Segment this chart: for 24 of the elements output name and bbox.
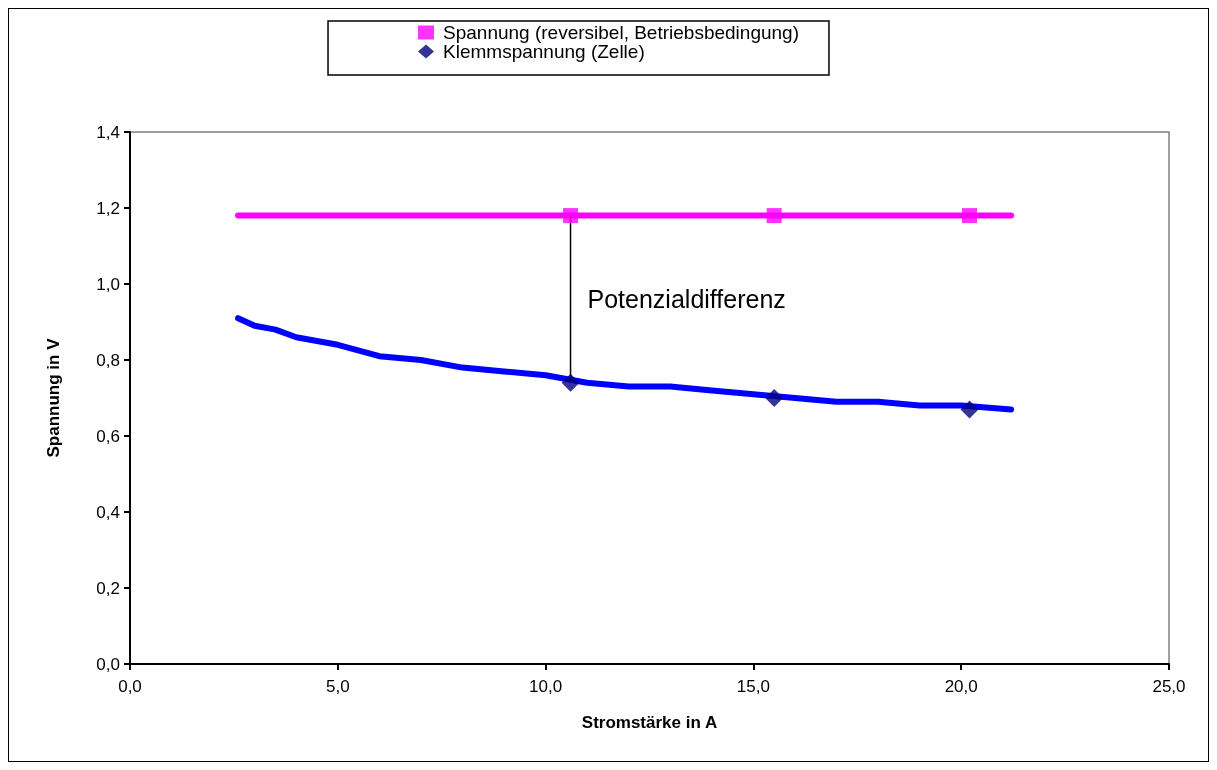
point	[563, 208, 579, 224]
y-tick-label: 1,2	[96, 198, 120, 218]
y-tick-label: 1,0	[96, 274, 120, 294]
point	[960, 400, 979, 419]
x-tick-label: 20,0	[944, 677, 978, 696]
x-tick-label: 5,0	[325, 677, 350, 696]
x-tick-label: 10,0	[529, 677, 563, 696]
legend-label: Spannung (reversibel, Betriebsbedingung)	[443, 22, 799, 43]
point	[765, 389, 784, 407]
annotation: Potenzialdifferenz	[587, 285, 786, 314]
y-tick-label: 0,6	[96, 426, 120, 446]
x-tick-label: 0,0	[118, 677, 142, 696]
x-tick-label: 25,0	[1152, 677, 1186, 696]
y-tick-label: 0,2	[96, 578, 120, 598]
y-tick-label: 1,4	[96, 122, 120, 142]
y-tick-label: 0,0	[96, 654, 120, 674]
y-tick-label: 0,4	[96, 502, 120, 522]
point	[962, 208, 978, 224]
point	[561, 373, 580, 392]
y-tick-label: 0,8	[96, 350, 120, 370]
x-axis-title: Stromstärke in A	[581, 713, 718, 732]
point	[766, 208, 782, 224]
x-tick-label: 15,0	[736, 677, 770, 696]
y-axis-title: Spannung in V	[44, 337, 63, 458]
